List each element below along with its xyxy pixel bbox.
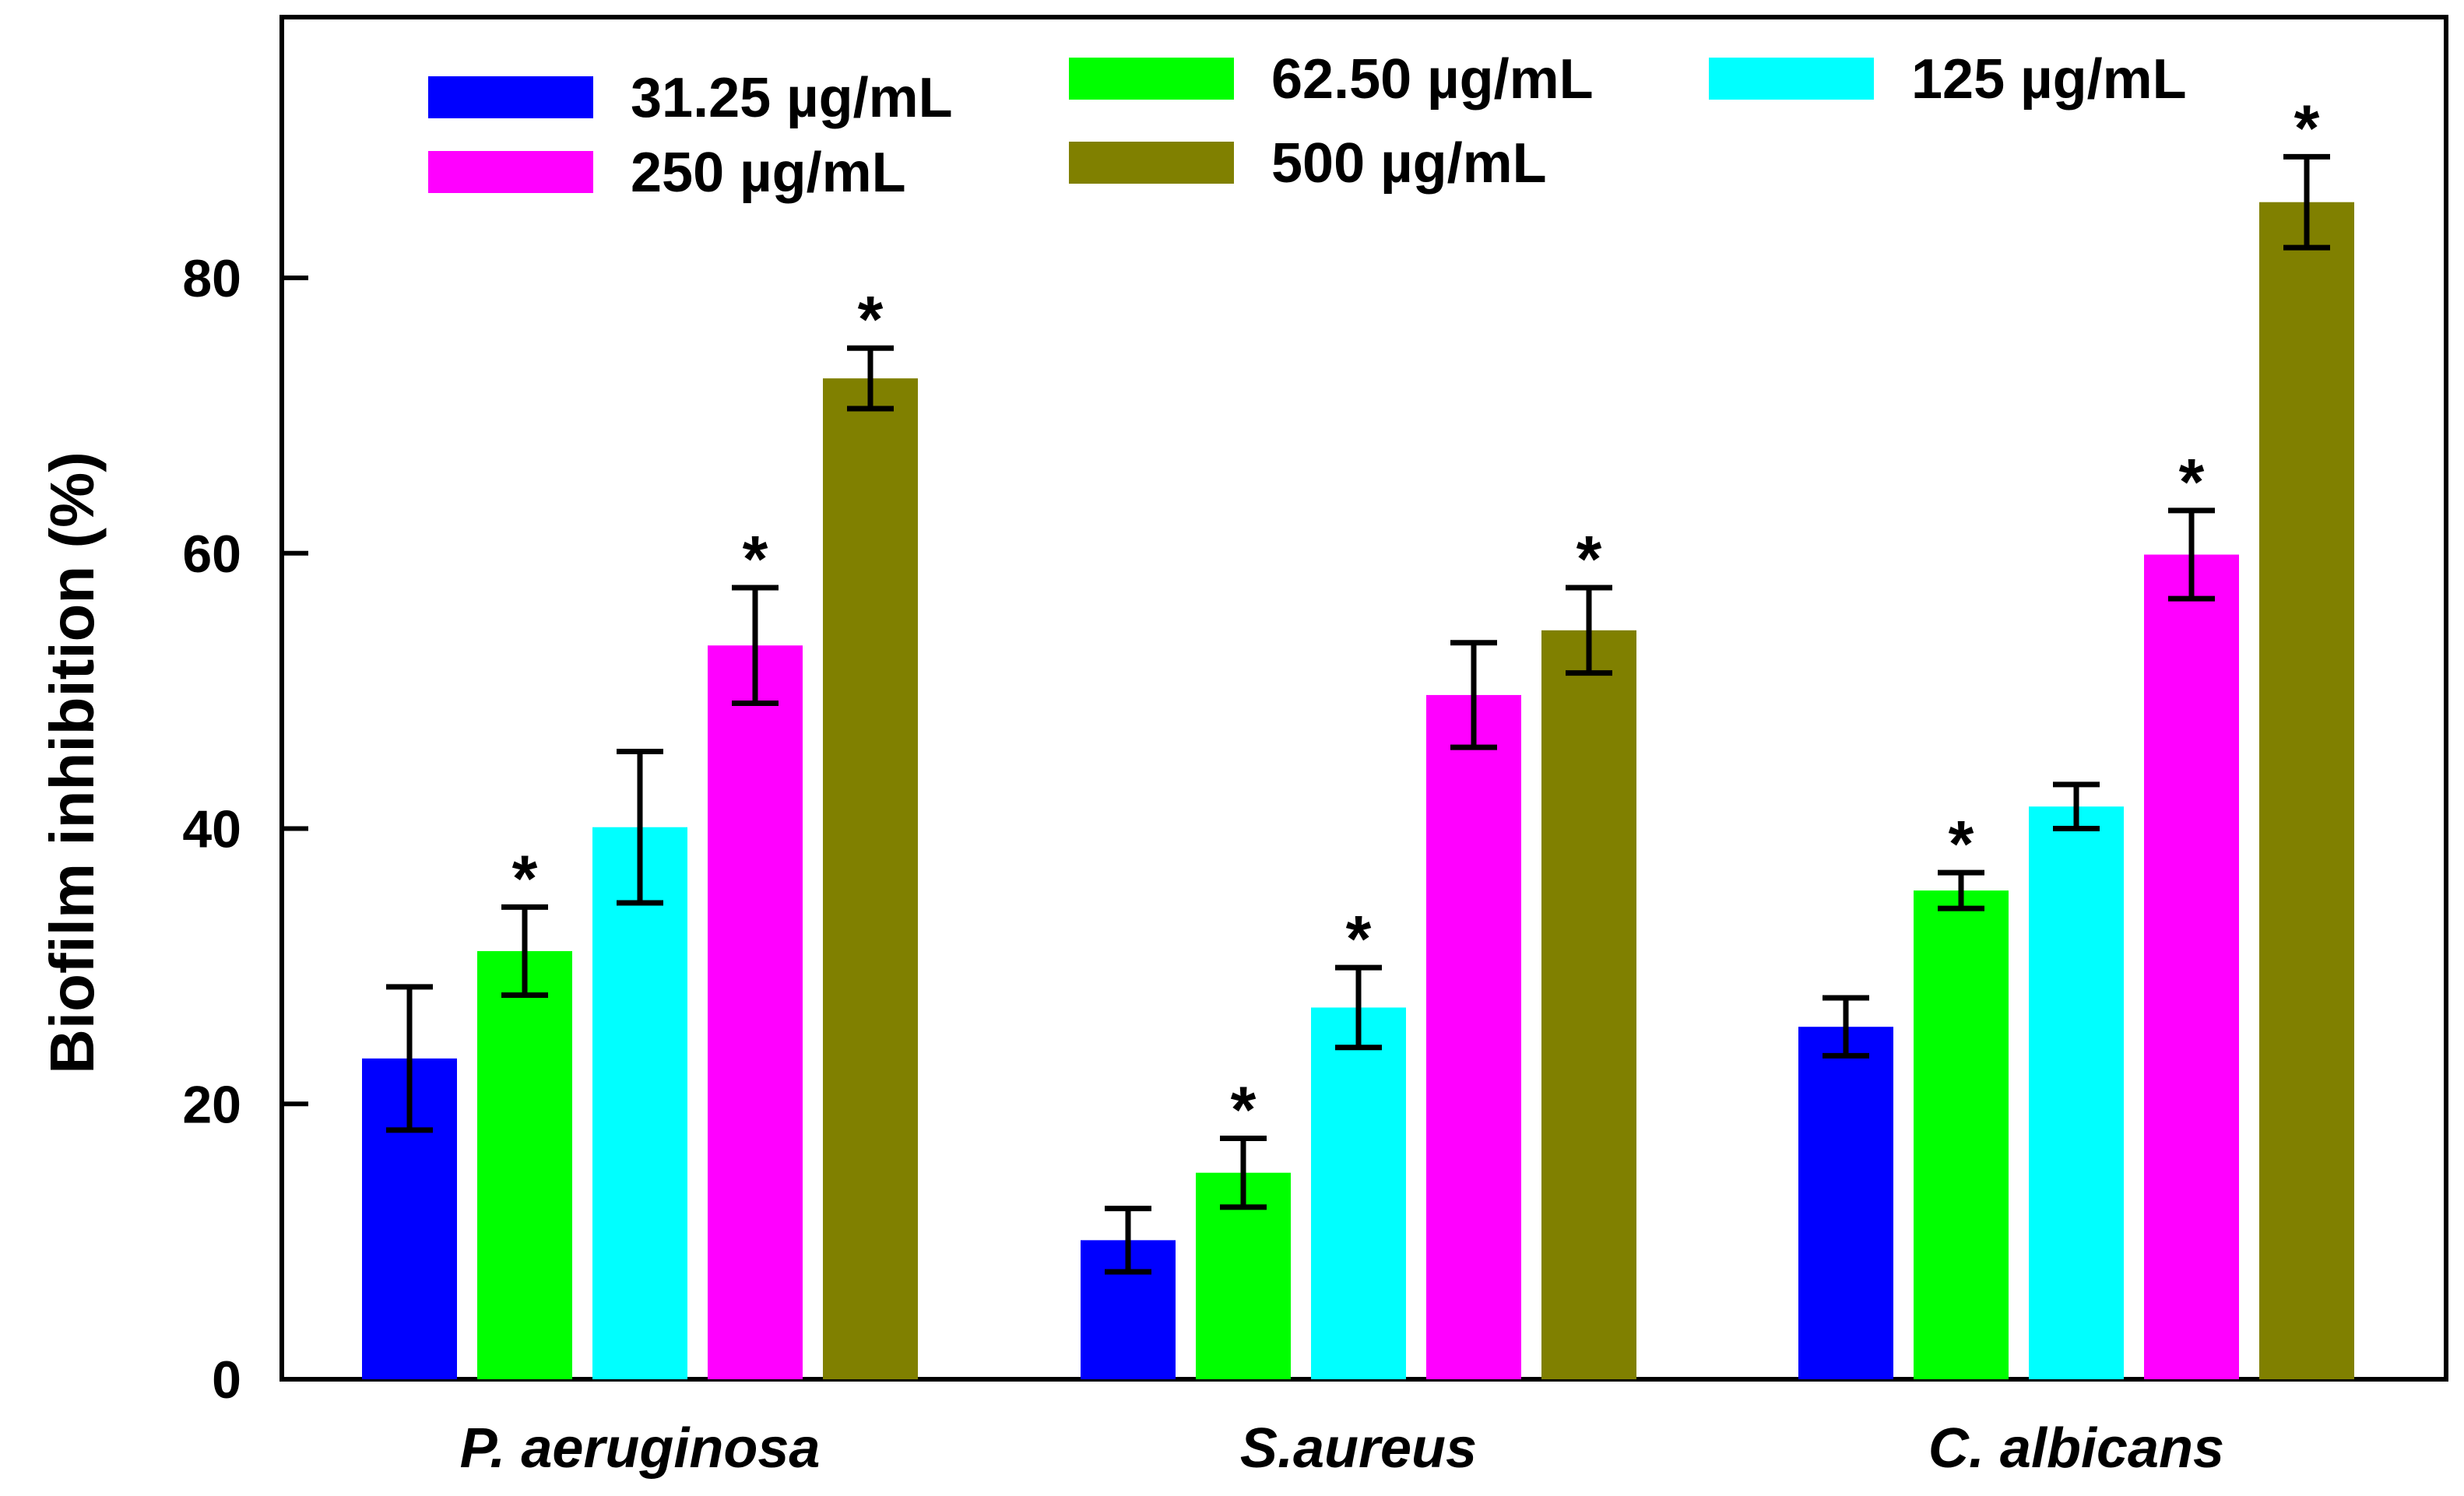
bar <box>2029 806 2124 1379</box>
significance-star: * <box>2294 91 2320 164</box>
y-tick-label: 80 <box>182 249 241 308</box>
significance-star: * <box>858 283 884 356</box>
bar <box>2259 202 2354 1379</box>
significance-star: * <box>1576 522 1602 595</box>
bars-layer <box>362 202 2354 1379</box>
legend-label: 125 µg/mL <box>1911 48 2187 111</box>
legend-swatch <box>1709 58 1874 100</box>
bar <box>1914 890 2009 1379</box>
y-axis-title: Biofilm inhibition (%) <box>37 451 107 1074</box>
bar <box>1311 1007 1406 1379</box>
legend-label: 250 µg/mL <box>631 142 906 204</box>
legend-label: 62.50 µg/mL <box>1271 48 1594 111</box>
y-tick-label: 0 <box>212 1350 241 1410</box>
category-label: C. albicans <box>1928 1417 2224 1480</box>
significance-star: * <box>512 841 538 915</box>
y-tick-label: 20 <box>182 1075 241 1134</box>
significance-star: * <box>1949 807 1974 880</box>
legend: 31.25 µg/mL 62.50 µg/mL 125 µg/mL 250 µg/mL… <box>428 48 2187 204</box>
significance-layer: * * * * * * * * * <box>512 91 2320 1146</box>
category-label: P. aeruginosa <box>460 1417 821 1480</box>
significance-star: * <box>1346 902 1372 975</box>
legend-swatch <box>428 151 593 193</box>
legend-label: 31.25 µg/mL <box>631 67 953 129</box>
significance-star: * <box>743 522 768 595</box>
bar <box>1798 1027 1893 1379</box>
error-bars-layer <box>386 153 2330 1275</box>
significance-star: * <box>1231 1073 1257 1146</box>
x-axis: P. aeruginosa S.aureus C. albicans <box>460 1417 2225 1480</box>
y-axis: 0 20 40 60 80 <box>182 249 308 1410</box>
legend-swatch <box>1069 58 1234 100</box>
significance-star: * <box>2179 445 2205 518</box>
y-tick-label: 40 <box>182 800 241 859</box>
bar <box>592 827 687 1379</box>
bar <box>823 378 918 1379</box>
bar <box>708 645 803 1379</box>
bar <box>477 950 572 1379</box>
legend-swatch <box>1069 142 1234 184</box>
bar <box>1426 694 1521 1379</box>
bar <box>1541 630 1636 1379</box>
category-label: S.aureus <box>1240 1417 1477 1480</box>
y-tick-label: 60 <box>182 525 241 584</box>
legend-swatch <box>428 76 593 118</box>
bar <box>2144 554 2239 1379</box>
legend-label: 500 µg/mL <box>1271 132 1547 195</box>
